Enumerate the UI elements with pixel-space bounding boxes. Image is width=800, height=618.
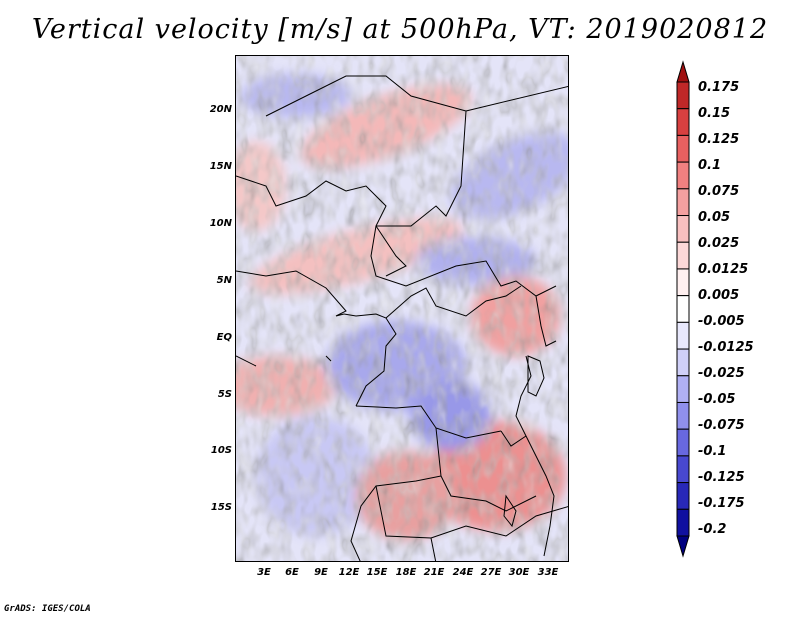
colorbar-label: 0.1 [698,158,722,173]
field-texture [236,56,568,561]
colorbar-label: 0.025 [698,236,740,251]
colorbar-segment [676,60,690,83]
colorbar-segment [676,455,690,484]
lat-label: EQ [216,332,232,343]
lat-label: 5N [216,275,232,286]
lon-label: 33E [537,567,559,578]
lon-label: 3E [257,567,271,578]
colorbar-segment [676,428,690,457]
lon-label: 6E [285,567,299,578]
lon-label: 30E [508,567,530,578]
lon-label: 15E [366,567,388,578]
colorbar-label: -0.1 [698,444,727,459]
map-panel [235,55,569,562]
colorbar-label: -0.2 [698,522,727,537]
lon-label: 21E [423,567,445,578]
colorbar-label: -0.075 [698,418,745,433]
lat-label: 10S [210,445,232,456]
colorbar-label: 0.175 [698,80,740,95]
colorbar-label: 0.15 [698,106,731,121]
colorbar-segment [676,241,690,270]
colorbar-segment [676,508,690,537]
colorbar-segment [676,188,690,217]
lat-label: 15N [209,161,232,172]
lat-label: 15S [210,502,232,513]
grads-credit: GrADS: IGES/COLA [4,604,91,614]
colorbar-segment [676,81,690,110]
colorbar-label: 0.005 [698,288,740,303]
colorbar-label: -0.005 [698,314,745,329]
colorbar-segment [676,108,690,136]
colorbar-segment [676,375,690,403]
colorbar-label: -0.05 [698,392,736,407]
colorbar-segment [676,161,690,190]
colorbar-segment [676,321,690,350]
colorbar-segment [676,215,690,243]
colorbar-label: 0.05 [698,210,731,225]
colorbar-segment [676,348,690,377]
map-title: Vertical velocity [m/s] at 500hPa, VT: 2… [31,14,769,45]
lon-label: 9E [314,567,328,578]
lat-label: 5S [217,389,232,400]
colorbar-label: 0.125 [698,132,740,147]
lon-label: 27E [480,567,502,578]
colorbar-label: -0.175 [698,496,745,511]
colorbar-segment [676,535,690,558]
country-borders [236,75,568,561]
colorbar-segment [676,295,690,323]
colorbar-label: -0.025 [698,366,745,381]
colorbar-segment [676,482,690,510]
colorbar-segment [676,134,690,163]
colorbar-label: -0.125 [698,470,745,485]
lon-label: 24E [452,567,474,578]
lon-label: 18E [395,567,417,578]
vertical-velocity-field [236,56,568,561]
colorbar-label: 0.0125 [698,262,749,277]
colorbar-segment [676,401,690,430]
colorbar-label: -0.0125 [698,340,754,355]
colorbar-label: 0.075 [698,184,740,199]
lat-label: 10N [209,218,232,229]
lon-label: 12E [338,567,360,578]
lat-label: 20N [209,104,232,115]
colorbar-segment [676,268,690,297]
